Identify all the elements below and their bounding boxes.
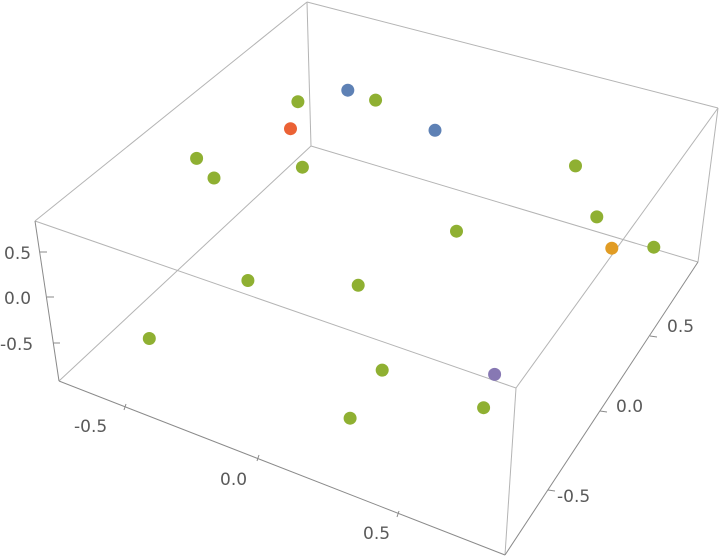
x-tick-mark — [123, 403, 127, 411]
data-point-series-3 — [477, 401, 491, 415]
x-tick-label: 0.5 — [363, 524, 390, 544]
data-point-series-3 — [450, 224, 463, 238]
tick-marks — [40, 251, 658, 518]
y-tick-mark — [599, 410, 608, 413]
data-point-series-3 — [590, 210, 604, 224]
data-point-series-3 — [375, 363, 389, 377]
z-tick-label: -0.5 — [0, 335, 33, 355]
data-point-series-3 — [241, 274, 255, 287]
data-point-series-3 — [295, 160, 309, 174]
x-tick-mark — [256, 454, 260, 462]
data-point-series-3 — [569, 159, 582, 173]
data-points — [142, 83, 661, 425]
y-axis-line — [504, 261, 699, 556]
x-tick-label: -0.5 — [74, 417, 107, 437]
y-tick-label: -0.5 — [557, 487, 590, 507]
box-edge — [504, 387, 517, 556]
bounding-box — [34, 1, 719, 556]
data-point-series-3 — [647, 240, 661, 254]
z-axis-line — [34, 220, 60, 382]
data-point-series-3 — [369, 93, 383, 107]
z-tick-label: 0.0 — [4, 289, 31, 309]
box-edge — [310, 145, 699, 263]
data-point-series-1 — [341, 83, 355, 97]
box-edge — [34, 220, 517, 389]
data-point-series-3 — [142, 332, 156, 345]
box-edge — [306, 1, 719, 109]
data-point-series-1 — [428, 123, 442, 137]
box-edge — [306, 1, 312, 147]
data-point-series-3 — [351, 278, 365, 292]
box-edge — [34, 1, 308, 222]
y-tick-mark — [547, 489, 556, 492]
y-tick-label: 0.0 — [616, 397, 643, 417]
data-point-series-5 — [488, 367, 502, 381]
data-point-series-4 — [284, 122, 297, 136]
x-tick-label: 0.0 — [220, 470, 247, 490]
data-point-series-3 — [343, 411, 357, 425]
data-point-series-3 — [291, 95, 305, 109]
y-tick-mark — [649, 335, 658, 338]
x-tick-mark — [396, 510, 400, 518]
tick-labels: -0.5 0.0 0.5 -0.5 0.0 0.5 -0.5 0.0 0.5 — [0, 244, 694, 544]
data-point-series-3 — [190, 151, 204, 165]
box-edge — [697, 107, 719, 263]
z-tick-label: 0.5 — [4, 244, 31, 264]
data-point-series-3 — [207, 171, 221, 185]
y-tick-label: 0.5 — [667, 317, 694, 337]
data-point-series-2 — [605, 241, 619, 255]
x-axis-line — [58, 380, 506, 556]
box-edge — [58, 145, 312, 382]
